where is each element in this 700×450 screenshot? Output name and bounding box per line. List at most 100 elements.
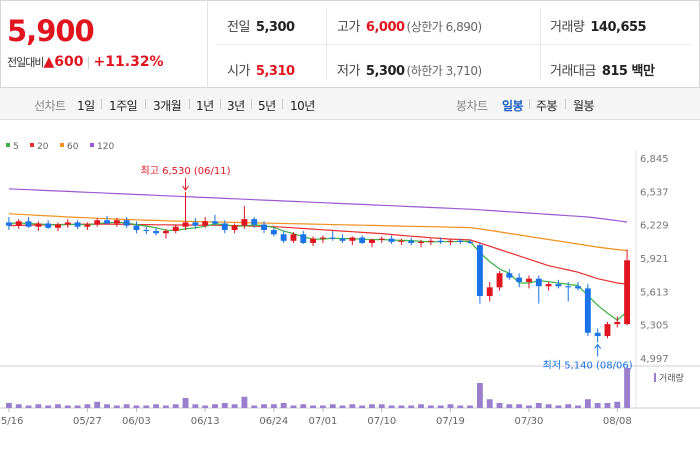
volume-bar xyxy=(369,404,375,408)
period-10y[interactable]: 10년 xyxy=(290,99,315,113)
volume-bar xyxy=(212,404,218,408)
volume-bar xyxy=(15,404,22,408)
divider xyxy=(251,99,252,109)
volume-bar xyxy=(624,368,631,408)
high-label: 고가 xyxy=(337,20,360,35)
candle-body xyxy=(447,240,454,242)
candle-body xyxy=(496,273,503,288)
column-divider xyxy=(326,8,327,80)
x-tick-label: 06/13 xyxy=(191,416,220,427)
candle-body xyxy=(476,245,483,296)
volume-bar xyxy=(555,405,562,408)
period-1d[interactable]: 1일 xyxy=(77,99,95,113)
volume-bar xyxy=(437,405,444,408)
candle-body xyxy=(84,224,91,227)
high-marker-arrowhead xyxy=(182,185,189,191)
low-annotation: 최저 5,140 (08/06) xyxy=(543,360,633,372)
volume-bar xyxy=(614,401,621,408)
ma20-line xyxy=(8,223,628,285)
x-tick-label: 06/24 xyxy=(259,416,288,427)
volume-bar xyxy=(84,404,91,408)
volume-bar xyxy=(506,404,513,408)
candle-body xyxy=(310,238,317,243)
candle-body xyxy=(153,231,160,234)
volume-bar xyxy=(584,399,591,408)
volume-bar xyxy=(133,405,140,408)
volume-bar xyxy=(300,404,307,408)
volume-bar xyxy=(182,398,189,408)
trade-value-label: 거래대금 xyxy=(550,64,596,79)
volume-bar xyxy=(45,405,52,408)
volume-bar xyxy=(594,403,601,408)
volume-bar xyxy=(319,405,326,408)
candle-daily[interactable]: 일봉 xyxy=(502,99,524,113)
candle-monthly[interactable]: 월봉 xyxy=(573,99,595,113)
period-1y[interactable]: 1년 xyxy=(196,99,214,113)
candle-body xyxy=(319,237,326,239)
period-3y[interactable]: 3년 xyxy=(227,99,245,113)
stat-high: 고가 6,000 (상한가 6,890) xyxy=(337,16,482,35)
candle-body xyxy=(378,238,385,240)
volume-bar xyxy=(231,404,238,408)
x-tick-label: 08/08 xyxy=(603,416,632,427)
change-percent: +11.32% xyxy=(93,54,164,70)
candle-body xyxy=(437,240,444,242)
volume-bar xyxy=(221,403,228,408)
volume-label: 거래량 xyxy=(550,20,585,35)
volume-bar xyxy=(55,404,61,408)
candle-weekly[interactable]: 주봉 xyxy=(536,99,558,113)
candle-body xyxy=(290,234,297,241)
candle-body xyxy=(45,223,52,228)
volume-bar xyxy=(329,404,336,408)
prev-close-value: 5,300 xyxy=(255,20,295,35)
divider xyxy=(101,99,102,109)
candle-body xyxy=(486,287,493,296)
candle-body xyxy=(526,278,532,282)
volume-bar xyxy=(516,404,523,408)
candle-body xyxy=(506,273,513,278)
y-tick-label: 6,537 xyxy=(640,187,669,198)
volume-bar xyxy=(526,405,532,408)
volume-bar xyxy=(476,383,483,408)
low-value: 5,300 xyxy=(365,64,405,79)
candle-body xyxy=(329,237,336,239)
candle-body xyxy=(418,241,424,243)
period-1w[interactable]: 1주일 xyxy=(109,99,138,113)
candle-body xyxy=(74,222,81,227)
candle-body xyxy=(369,239,375,243)
x-tick-label: 07/19 xyxy=(436,416,465,427)
volume-bar xyxy=(575,405,581,408)
candle-body xyxy=(535,278,542,287)
volume-bar xyxy=(310,405,317,408)
candle-body xyxy=(172,226,179,232)
candle-body xyxy=(457,240,464,242)
ma60-line xyxy=(8,213,628,252)
legend-swatch-60 xyxy=(60,143,64,147)
low-marker-arrowhead xyxy=(594,343,602,349)
volume-bar xyxy=(94,401,101,408)
x-tick-label: 05/16 xyxy=(0,416,23,427)
separator: | xyxy=(86,55,91,69)
candle-body xyxy=(427,240,434,242)
y-tick-label: 5,613 xyxy=(640,287,669,298)
period-3m[interactable]: 3개월 xyxy=(153,99,182,113)
divider xyxy=(145,99,146,109)
candle-body xyxy=(25,221,32,227)
chart-background xyxy=(0,120,700,450)
volume-bar xyxy=(290,405,297,408)
prev-close-label: 전일 xyxy=(227,20,250,35)
candle-body xyxy=(349,237,356,241)
trade-value-value: 815 백만 xyxy=(601,64,655,79)
candle-body xyxy=(388,238,395,242)
current-price: 5,900 xyxy=(7,14,95,48)
volume-bar xyxy=(113,405,120,408)
x-tick-label: 07/01 xyxy=(308,416,337,427)
volume-bar xyxy=(447,404,454,408)
volume-bar xyxy=(486,399,493,408)
period-5y[interactable]: 5년 xyxy=(258,99,276,113)
divider xyxy=(189,99,190,109)
candle-body xyxy=(565,286,572,288)
volume-bar xyxy=(162,405,169,408)
open-value: 5,310 xyxy=(255,64,295,79)
stat-prev-close: 전일 5,300 xyxy=(227,16,295,35)
